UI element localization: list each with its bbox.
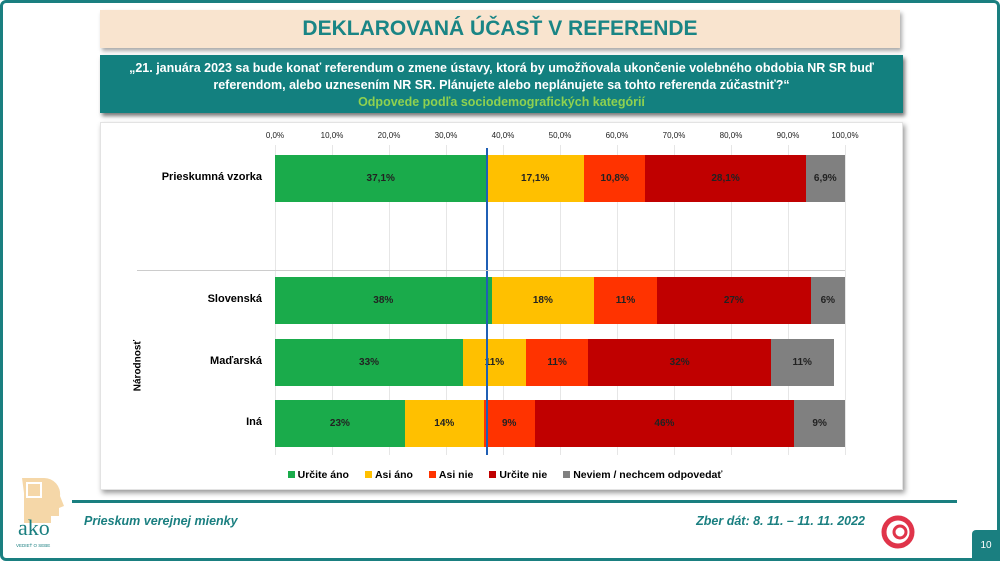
footer-collection-date: Zber dát: 8. 11. – 11. 11. 2022: [696, 514, 865, 528]
legend-item: Asi áno: [364, 469, 413, 481]
svg-text:VEDIEŤ O SEBE: VEDIEŤ O SEBE: [16, 541, 50, 548]
ako-logo: ako VEDIEŤ O SEBE: [16, 477, 64, 548]
legend-swatch: [489, 471, 497, 478]
bar-segment: 11%: [770, 339, 834, 386]
legend-label: Určite nie: [499, 469, 548, 481]
x-tick-label: 70,0%: [662, 131, 686, 140]
footer-divider: [72, 500, 957, 503]
x-tick-label: 80,0%: [719, 131, 743, 140]
legend-item: Určite nie: [489, 469, 547, 481]
bar-row: 33% 11% 11% 32% 11%: [275, 339, 845, 386]
bar-segment: 28,1%: [645, 155, 806, 202]
bar-segment: 6,9%: [805, 155, 845, 202]
group-label: Národnosť: [132, 339, 144, 392]
question-box: „21. januára 2023 sa bude konať referend…: [100, 55, 903, 113]
row-label: Slovenská: [207, 293, 262, 305]
svg-text:ako: ako: [18, 515, 50, 540]
legend-swatch: [287, 471, 295, 478]
subtitle: Odpovede podľa sociodemografických kateg…: [358, 95, 645, 109]
bar-segment: 33%: [275, 339, 464, 386]
bar-segment: 18%: [491, 277, 595, 324]
bar-segment: 9%: [483, 400, 535, 447]
slide-title: DEKLAROVANÁ ÚČASŤ V REFERENDE: [100, 10, 900, 48]
bar-segment: 9%: [794, 400, 846, 447]
legend-label: Určite áno: [297, 469, 349, 481]
gridline: [845, 145, 846, 455]
bar-segment: 37,1%: [275, 155, 487, 202]
legend-swatch: [563, 471, 571, 478]
footer-survey-name: Prieskum verejnej mienky: [84, 514, 238, 528]
bar-row: 23% 14% 9% 46% 9%: [275, 400, 846, 447]
bar-segment: 32%: [588, 339, 771, 386]
x-tick-label: 30,0%: [434, 131, 458, 140]
legend-item: Neviem / nechcem odpovedať: [563, 469, 722, 481]
bar-segment: 11%: [525, 339, 589, 386]
x-tick-label: 90,0%: [776, 131, 800, 140]
x-tick-label: 40,0%: [491, 131, 515, 140]
spiral-logo: [881, 515, 915, 549]
legend-label: Neviem / nechcem odpovedať: [573, 469, 723, 481]
bar-segment: 10,8%: [583, 155, 646, 202]
legend-label: Asi áno: [374, 469, 413, 481]
bar-segment: 14%: [404, 400, 484, 447]
bar-segment: 23%: [275, 400, 405, 447]
x-tick-label: 20,0%: [377, 131, 401, 140]
bar-segment: 46%: [534, 400, 795, 447]
bar-segment: 27%: [656, 277, 811, 324]
legend-item: Určite áno: [287, 469, 349, 481]
x-tick-label: 0,0%: [265, 131, 285, 140]
reference-line: [486, 148, 489, 455]
bar-row: 38% 18% 11% 27% 6%: [275, 277, 845, 324]
legend-label: Asi nie: [438, 469, 474, 481]
x-tick-label: 100,0%: [831, 131, 859, 140]
page-number: 10: [972, 530, 1000, 561]
bar-segment: 17,1%: [486, 155, 584, 202]
x-tick-label: 50,0%: [548, 131, 572, 140]
bar-segment: 11%: [463, 339, 526, 386]
bar-segment: 38%: [275, 277, 492, 324]
legend-swatch: [428, 471, 436, 478]
row-label: Maďarská: [210, 355, 262, 367]
question-line-1: „21. januára 2023 sa bude konať referend…: [129, 61, 874, 75]
row-label: Prieskumná vzorka: [161, 171, 262, 183]
question-line-2: referendom, alebo uznesením NR SR. Plánu…: [213, 78, 790, 92]
bar-row: 37,1% 17,1% 10,8% 28,1% 6,9%: [275, 155, 845, 202]
legend: Určite áno Asi áno Asi nie Určite nie Neviem…: [0, 469, 1000, 481]
x-tick-label: 60,0%: [605, 131, 629, 140]
x-tick-label: 10,0%: [320, 131, 344, 140]
bar-segment: 11%: [594, 277, 657, 324]
row-label: Iná: [246, 416, 262, 428]
legend-item: Asi nie: [428, 469, 474, 481]
bar-segment: 6%: [810, 277, 845, 324]
separator: [137, 270, 845, 271]
legend-swatch: [364, 471, 372, 478]
